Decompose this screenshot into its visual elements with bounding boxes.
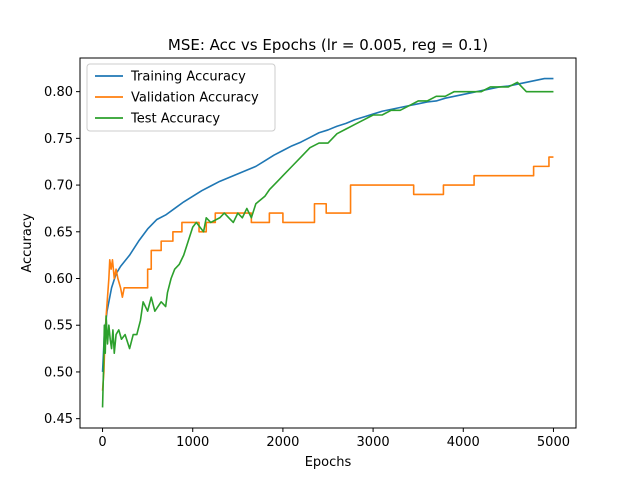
legend-box bbox=[86, 63, 276, 132]
y-tick-label: 0.75 bbox=[44, 132, 73, 147]
x-axis-label: Epochs bbox=[305, 455, 352, 470]
x-axis: 0 1000 2000 3000 4000 5000 bbox=[98, 428, 570, 450]
y-axis-label: Accuracy bbox=[20, 213, 35, 273]
chart-title: MSE: Acc vs Epochs (lr = 0.005, reg = 0.… bbox=[168, 36, 488, 54]
series-line-2 bbox=[101, 81, 554, 408]
x-tick-label: 0 bbox=[98, 435, 106, 450]
legend-label-0: Training Accuracy bbox=[130, 70, 246, 85]
x-tick-label: 3000 bbox=[357, 435, 390, 450]
x-tick-label: 2000 bbox=[266, 435, 299, 450]
legend-label-2: Test Accuracy bbox=[130, 112, 220, 127]
y-tick-label: 0.70 bbox=[44, 179, 73, 194]
legend-label-1: Validation Accuracy bbox=[131, 91, 259, 106]
x-tick-label: 1000 bbox=[176, 435, 209, 450]
y-tick-label: 0.55 bbox=[44, 319, 73, 334]
y-tick-label: 0.60 bbox=[44, 272, 73, 287]
y-tick-label: 0.45 bbox=[44, 412, 73, 427]
y-axis: 0.45 0.50 0.55 0.60 0.65 0.70 0.75 0.80 bbox=[44, 85, 80, 427]
plot-frame bbox=[79, 57, 577, 429]
legend: Training Accuracy Validation Accuracy Test… bbox=[86, 63, 276, 132]
y-tick-label: 0.50 bbox=[44, 365, 73, 380]
y-tick-label: 0.65 bbox=[44, 225, 73, 240]
x-tick-label: 5000 bbox=[537, 435, 570, 450]
series-layer bbox=[101, 77, 554, 408]
y-tick-label: 0.80 bbox=[44, 85, 73, 100]
x-tick-label: 4000 bbox=[447, 435, 480, 450]
